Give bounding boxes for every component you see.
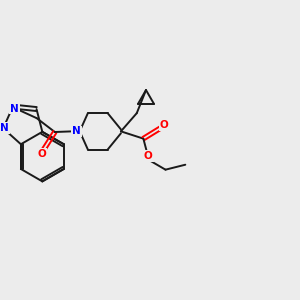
- Text: N: N: [1, 123, 9, 133]
- Text: O: O: [37, 149, 46, 159]
- Text: N: N: [10, 103, 19, 114]
- Text: O: O: [144, 151, 153, 161]
- Text: N: N: [72, 126, 81, 136]
- Text: O: O: [160, 120, 168, 130]
